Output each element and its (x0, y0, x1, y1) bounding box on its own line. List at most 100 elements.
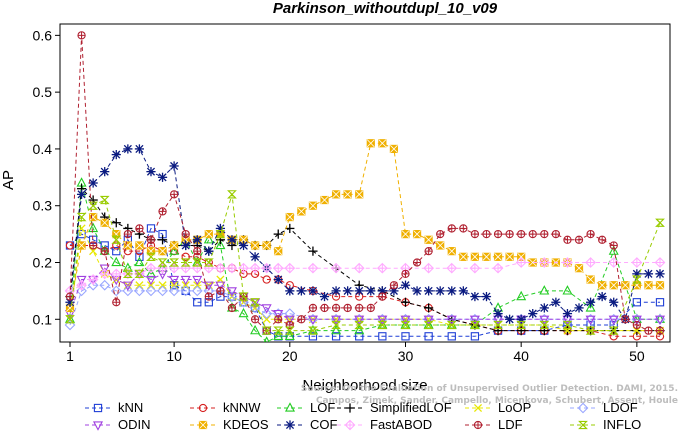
data-point-lof (134, 256, 145, 267)
data-point-ldf (505, 229, 514, 239)
data-point-ldf (331, 303, 341, 313)
data-point-knn (424, 332, 433, 341)
data-point-cof (181, 240, 191, 251)
data-point-odin (261, 304, 272, 314)
y-tick-label: 0.3 (33, 198, 53, 214)
data-point-knn (227, 292, 237, 301)
legend-label: kNN (118, 400, 143, 415)
data-point-fastabod (376, 262, 388, 274)
data-point-ldf (169, 190, 179, 199)
x-tick-label: 30 (398, 348, 414, 364)
data-point-fastabod (585, 257, 596, 268)
data-point-knnw (65, 241, 75, 250)
data-point-simplifiedlof (424, 303, 434, 313)
data-point-fastabod (330, 262, 342, 274)
legend-label: kNNW (223, 400, 261, 415)
data-point-knn (401, 332, 410, 341)
data-point-kdeos (482, 252, 491, 261)
data-point-inflo (88, 201, 99, 210)
data-point-odin (226, 287, 237, 297)
legend-item-knn: kNN (85, 400, 143, 415)
data-point-odin (215, 281, 226, 291)
data-point-inflo (238, 292, 249, 301)
legend-item-kdeos: KDEOS (190, 417, 269, 432)
data-point-ldf (355, 303, 364, 313)
data-point-kdeos (123, 241, 132, 250)
data-point-lof (263, 336, 270, 342)
watermark-line-1: Source: On the Evaluation of Unsupervise… (301, 384, 678, 394)
data-point-ldf (493, 229, 503, 239)
x-tick-label: 1 (66, 348, 74, 364)
data-point-inflo (180, 258, 191, 267)
data-point-kdeos (355, 190, 364, 199)
data-point-cof (331, 286, 341, 296)
data-point-odin (122, 281, 133, 291)
data-point-kdeos (436, 241, 445, 250)
data-point-ldf (412, 258, 422, 267)
data-point-ldf (563, 235, 572, 244)
data-point-inflo (655, 218, 665, 227)
data-point-cof (597, 291, 607, 302)
data-point-knn (632, 298, 642, 307)
data-point-kdeos (505, 252, 514, 261)
data-point-cof (204, 246, 214, 256)
data-point-inflo (493, 320, 503, 330)
data-point-inflo (446, 320, 457, 330)
data-point-cof (273, 274, 283, 285)
data-point-fastabod (215, 262, 226, 274)
legend-item-ldof: LDOF (570, 400, 638, 415)
legend-label: LOF (310, 400, 335, 415)
data-point-lof (88, 222, 99, 233)
data-point-ldof (76, 285, 87, 297)
data-point-ldf (540, 229, 549, 239)
data-point-kdeos (655, 281, 665, 290)
data-point-ldf (459, 224, 468, 233)
data-point-cof (285, 286, 295, 296)
legend-marker (198, 420, 208, 430)
data-point-ldf (135, 224, 144, 233)
data-point-odin (331, 315, 342, 326)
data-point-cof (481, 291, 492, 302)
data-point-odin (400, 315, 411, 326)
data-point-lof (238, 307, 249, 318)
data-point-ldof (191, 285, 203, 297)
y-tick-label: 0.4 (33, 141, 53, 157)
data-point-kdeos (378, 139, 387, 148)
data-point-odin (180, 275, 191, 286)
data-point-lof (215, 239, 226, 250)
data-point-cof (435, 286, 445, 296)
data-point-fastabod (76, 279, 87, 291)
data-point-ldf (447, 224, 456, 233)
data-point-cof (88, 178, 98, 188)
legend-item-loop: LoOP (465, 400, 531, 415)
data-point-inflo (99, 195, 110, 205)
data-point-simplifiedlof (493, 326, 503, 336)
data-point-inflo (146, 252, 156, 261)
data-point-odin (76, 275, 87, 286)
data-point-inflo (331, 320, 342, 330)
series-loop (65, 224, 665, 335)
data-point-inflo (65, 315, 75, 324)
legend-item-lof: LOF (277, 400, 335, 415)
data-point-odin (631, 315, 642, 326)
data-point-cof (539, 303, 549, 313)
legend-marker (345, 403, 355, 413)
data-point-ldf (320, 303, 329, 313)
data-point-inflo (134, 269, 145, 279)
data-point-fastabod (492, 262, 504, 274)
legend-label: LDF (498, 417, 523, 432)
data-point-odin (99, 264, 110, 274)
data-point-lof (331, 324, 342, 335)
data-point-kdeos (297, 207, 306, 216)
series-inflo (65, 190, 665, 335)
data-point-fastabod (469, 262, 481, 274)
data-point-ldf (655, 326, 665, 335)
plot-frame (59, 23, 671, 343)
legend-item-cof: COF (277, 417, 338, 432)
data-point-ldf (250, 315, 260, 324)
data-point-inflo (354, 320, 365, 330)
data-point-lof (250, 324, 261, 335)
data-point-kdeos (598, 281, 607, 290)
data-point-cof (412, 286, 422, 296)
data-point-fastabod (226, 262, 238, 274)
